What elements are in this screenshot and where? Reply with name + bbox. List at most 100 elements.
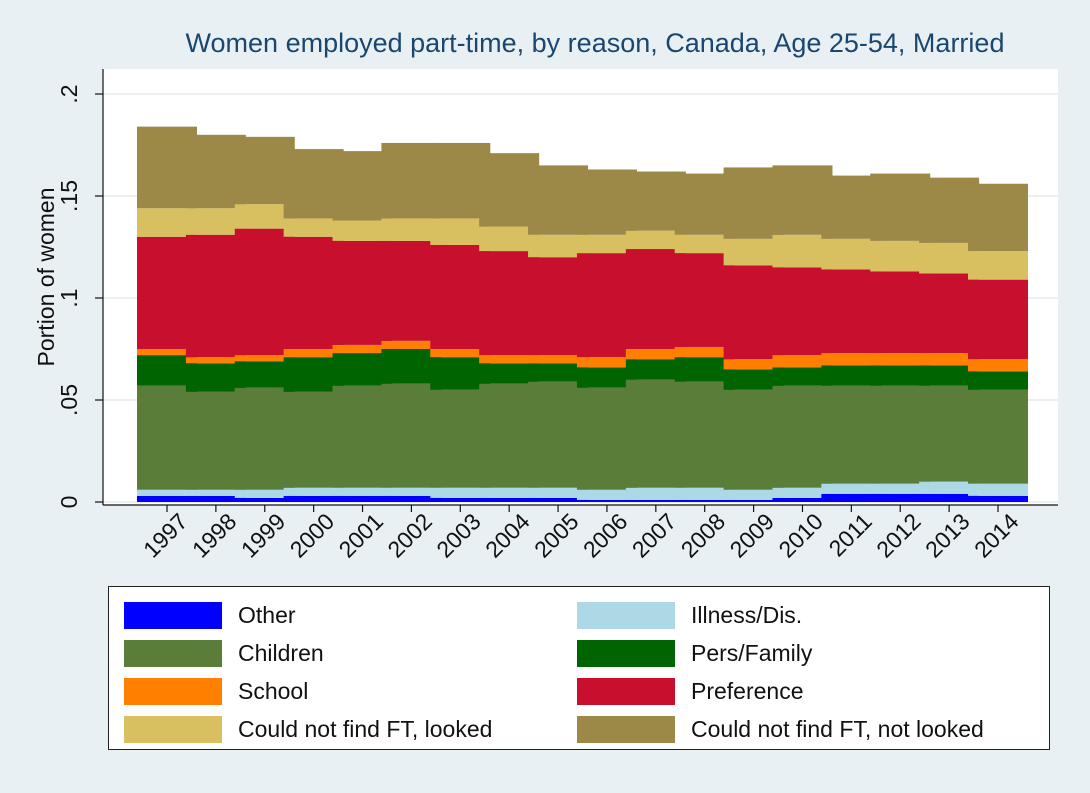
x-tick-label: 1997: [138, 508, 193, 563]
bar-segment-illness-dis--2010: [772, 487, 833, 498]
x-tick-label: 2005: [529, 508, 584, 563]
bar-segment-school-1998: [185, 357, 246, 364]
x-tick-label: 2012: [871, 508, 926, 563]
x-tick-label: 2009: [725, 508, 780, 563]
legend-swatch: [577, 640, 675, 667]
bar-segment-other-2005: [528, 497, 589, 502]
bar-segment-pers-family-2009: [723, 369, 784, 390]
bar-segment-other-2004: [479, 497, 540, 502]
bar-segment-school-2009: [723, 359, 784, 370]
bar-segment-illness-dis--2006: [576, 489, 637, 500]
bar-segment-pers-family-2012: [870, 365, 931, 386]
x-tick-label: 2013: [920, 508, 975, 563]
bar-segment-illness-dis--2012: [870, 483, 931, 494]
bar-segment-illness-dis--2009: [723, 489, 784, 500]
legend-label: Children: [238, 640, 324, 666]
bar-segment-school-1999: [234, 355, 295, 362]
bar-segment-illness-dis--2003: [430, 487, 491, 498]
bar-segment-could-not-find-ft-looked-2001: [332, 220, 393, 241]
bar-segment-illness-dis--2005: [528, 487, 589, 498]
bar-segment-could-not-find-ft-looked-2005: [528, 234, 589, 258]
bar-segment-school-2005: [528, 355, 589, 364]
x-tick-label: 2010: [773, 508, 828, 563]
bar-segment-illness-dis--2014: [968, 483, 1028, 496]
y-tick-label: .05: [56, 384, 82, 416]
bar-segment-children-2014: [968, 389, 1028, 484]
legend-swatch: [577, 678, 675, 705]
bar-segment-illness-dis--2004: [479, 487, 540, 498]
bar-segment-other-2001: [332, 495, 393, 502]
bar-segment-preference-2014: [968, 279, 1028, 360]
bar-segment-illness-dis--2007: [625, 487, 686, 500]
bar-segment-illness-dis--1997: [137, 489, 197, 496]
bar-segment-illness-dis--2013: [919, 481, 980, 494]
bar-segment-pers-family-2010: [772, 367, 833, 386]
legend-swatch: [124, 678, 222, 705]
legend-label: Could not find FT, looked: [238, 716, 493, 742]
bar-segment-other-1999: [234, 497, 295, 502]
bar-segment-could-not-find-ft-looked-2008: [674, 234, 735, 254]
bar-segment-other-2009: [723, 499, 784, 502]
bar-segment-illness-dis--2000: [283, 487, 344, 496]
bar-segment-other-2013: [919, 493, 980, 502]
x-tick-label: 2004: [480, 508, 535, 563]
legend-label: Could not find FT, not looked: [691, 716, 984, 742]
x-tick-label: 2000: [285, 508, 340, 563]
bar-segment-illness-dis--1998: [185, 489, 246, 496]
bar-segment-illness-dis--2011: [821, 483, 882, 494]
legend-swatch: [124, 640, 222, 667]
bar-segment-other-2000: [283, 495, 344, 502]
bar-segment-school-2002: [381, 340, 442, 349]
y-tick-label: .15: [56, 180, 82, 212]
bar-segment-other-2007: [625, 499, 686, 502]
legend-label: Pers/Family: [691, 640, 813, 666]
bar-segment-school-2000: [283, 349, 344, 358]
bar-segment-pers-family-2006: [576, 367, 637, 388]
legend-label: School: [238, 678, 309, 704]
bar-segment-school-2011: [821, 353, 882, 366]
y-axis-title: Portion of women: [33, 188, 59, 367]
legend-label: Other: [238, 602, 296, 628]
bar-segment-pers-family-2004: [479, 363, 540, 384]
legend-swatch: [577, 602, 675, 629]
bar-segment-school-2013: [919, 353, 980, 366]
bar-segment-other-2014: [968, 495, 1028, 502]
bar-segment-pers-family-2005: [528, 363, 589, 382]
chart-title: Women employed part-time, by reason, Can…: [185, 28, 1005, 58]
bar-segment-could-not-find-ft-looked-2006: [576, 234, 637, 254]
bar-segment-school-2008: [674, 346, 735, 358]
bar-segment-other-1997: [137, 495, 197, 502]
y-tick-label: 0: [56, 496, 82, 509]
x-tick-label: 2011: [824, 508, 877, 561]
bar-segment-pers-family-2013: [919, 365, 980, 386]
bar-segment-school-1997: [137, 349, 197, 356]
bar-segment-other-2008: [674, 499, 735, 502]
bar-segment-school-2014: [968, 359, 1028, 372]
bar-segment-pers-family-2014: [968, 371, 1028, 390]
bar-segment-other-2002: [381, 495, 442, 502]
y-tick-label: .2: [56, 84, 82, 103]
bar-segment-school-2004: [479, 355, 540, 364]
x-tick-label: 2007: [627, 508, 682, 563]
bar-segment-school-2010: [772, 355, 833, 368]
bar-segment-could-not-find-ft-not-looked-2014: [968, 183, 1028, 252]
x-tick-label: 2003: [431, 508, 486, 563]
legend-label: Illness/Dis.: [691, 602, 803, 628]
bar-segment-other-2011: [821, 493, 882, 502]
bar-segment-school-2006: [576, 357, 637, 368]
bar-segment-school-2001: [332, 344, 393, 354]
bar-segment-other-2010: [772, 497, 833, 502]
x-tick-label: 2001: [333, 508, 388, 563]
bar-segment-pers-family-2011: [821, 365, 882, 386]
x-tick-label: 1998: [187, 508, 242, 563]
bar-segment-illness-dis--2001: [332, 487, 393, 496]
bar-segment-other-2012: [870, 493, 931, 502]
bar-segment-school-2003: [430, 349, 491, 358]
x-tick-label: 2006: [578, 508, 633, 563]
legend-swatch: [124, 602, 222, 629]
bar-segment-school-2012: [870, 353, 931, 366]
y-tick-label: .1: [56, 288, 82, 307]
bar-segment-could-not-find-ft-looked-2000: [283, 218, 344, 237]
x-tick-label: 2008: [676, 508, 731, 563]
